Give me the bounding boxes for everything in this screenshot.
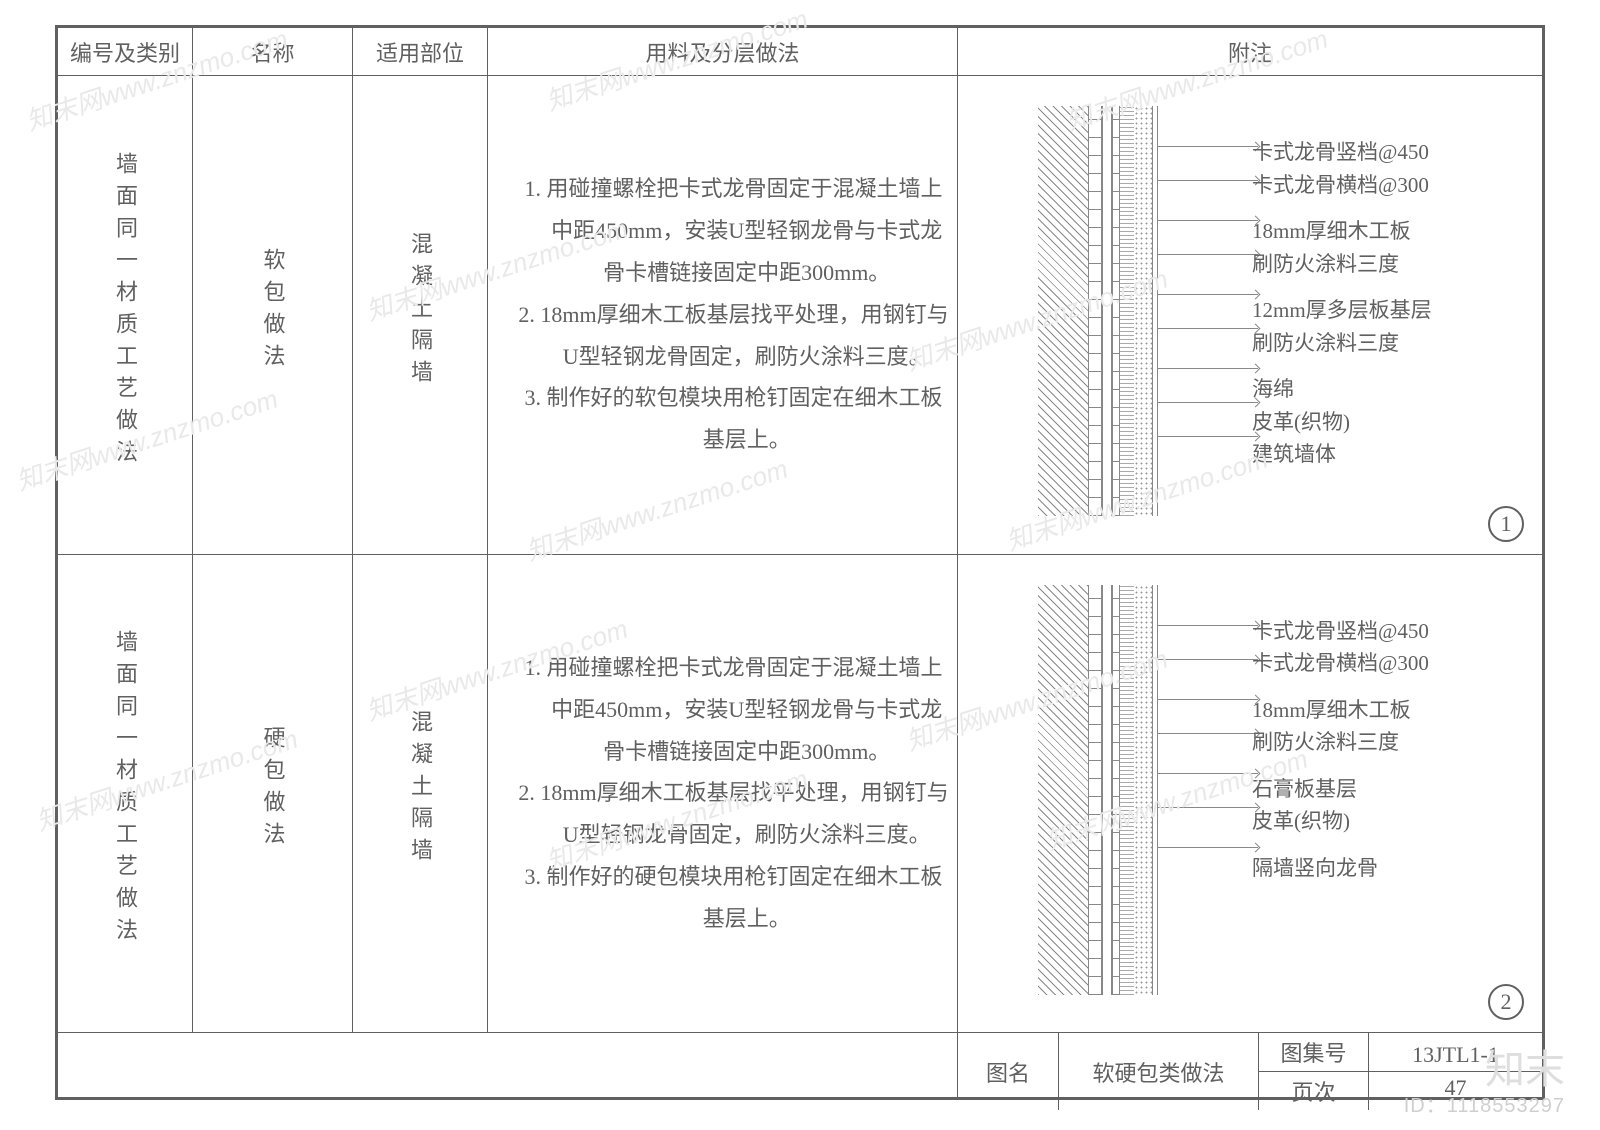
titlebar-meta-labels: 图集号 页次 xyxy=(1258,1033,1368,1110)
diagram-label: 刷防火涂料三度 xyxy=(1252,327,1512,360)
table-row: 墙面同一材质工艺做法软包做法混凝土隔墙1. 用碰撞螺栓把卡式龙骨固定于混凝土墙上… xyxy=(58,76,1543,555)
header-row: 编号及类别 名称 适用部位 用料及分层做法 附注 xyxy=(58,28,1543,76)
detail-number: 1 xyxy=(1488,506,1524,542)
cell-method: 1. 用碰撞螺栓把卡式龙骨固定于混凝土墙上中距450mm，安装U型轻钢龙骨与卡式… xyxy=(488,76,958,555)
diagram-labels: 卡式龙骨竖档@450卡式龙骨横档@300 18mm厚细木工板刷防火涂料三度石膏板基… xyxy=(1252,615,1512,885)
cell-category: 墙面同一材质工艺做法 xyxy=(58,76,193,555)
col-name: 名称 xyxy=(193,28,353,76)
cell-diagram: 卡式龙骨竖档@450卡式龙骨横档@30018mm厚细木工板刷防火涂料三度12mm… xyxy=(958,76,1543,555)
diagram-label: 隔墙竖向龙骨 xyxy=(1252,852,1512,885)
spec-table: 编号及类别 名称 适用部位 用料及分层做法 附注 墙面同一材质工艺做法软包做法混… xyxy=(57,27,1543,1098)
detail-number: 2 xyxy=(1488,984,1524,1020)
diagram-label: 石膏板基层 xyxy=(1252,773,1512,806)
cell-category: 墙面同一材质工艺做法 xyxy=(58,554,193,1033)
cell-part: 混凝土隔墙 xyxy=(353,76,488,555)
diagram-labels: 卡式龙骨竖档@450卡式龙骨横档@30018mm厚细木工板刷防火涂料三度12mm… xyxy=(1252,136,1512,471)
drawing-sheet: 编号及类别 名称 适用部位 用料及分层做法 附注 墙面同一材质工艺做法软包做法混… xyxy=(55,25,1545,1100)
titlebar-title: 软硬包类做法 xyxy=(1058,1033,1258,1110)
col-id: 编号及类别 xyxy=(58,28,193,76)
diagram-label: 海绵 xyxy=(1252,373,1512,406)
diagram-label: 建筑墙体 xyxy=(1252,438,1512,471)
diagram-label: 皮革(织物) xyxy=(1252,805,1512,838)
diagram-label: 皮革(织物) xyxy=(1252,406,1512,439)
diagram-label: 卡式龙骨竖档@450 xyxy=(1252,136,1512,169)
cell-diagram: 卡式龙骨竖档@450卡式龙骨横档@300 18mm厚细木工板刷防火涂料三度石膏板基… xyxy=(958,554,1543,1033)
table-row: 墙面同一材质工艺做法硬包做法混凝土隔墙1. 用碰撞螺栓把卡式龙骨固定于混凝土墙上… xyxy=(58,554,1543,1033)
diagram-label: 刷防火涂料三度 xyxy=(1252,726,1512,759)
diagram-label: 卡式龙骨竖档@450 xyxy=(1252,615,1512,648)
cell-part: 混凝土隔墙 xyxy=(353,554,488,1033)
wall-section-diagram xyxy=(1038,106,1218,516)
col-part: 适用部位 xyxy=(353,28,488,76)
col-method: 用料及分层做法 xyxy=(488,28,958,76)
watermark-logo: 知末 xyxy=(1485,1037,1565,1095)
cell-method: 1. 用碰撞螺栓把卡式龙骨固定于混凝土墙上中距450mm，安装U型轻钢龙骨与卡式… xyxy=(488,554,958,1033)
diagram-label: 18mm厚细木工板 xyxy=(1252,694,1512,727)
titlebar-label: 图名 xyxy=(958,1033,1058,1110)
col-note: 附注 xyxy=(958,28,1543,76)
diagram-label: 卡式龙骨横档@300 xyxy=(1252,647,1512,680)
watermark-id: ID：1118553297 xyxy=(1404,1089,1565,1118)
wall-section-diagram xyxy=(1038,585,1218,995)
diagram-label: 卡式龙骨横档@300 xyxy=(1252,169,1512,202)
title-bar: 图名 软硬包类做法 图集号 页次 13JTL1-1 47 xyxy=(58,1033,1543,1098)
diagram-label: 12mm厚多层板基层 xyxy=(1252,294,1512,327)
diagram-label: 18mm厚细木工板 xyxy=(1252,215,1512,248)
cell-name: 软包做法 xyxy=(193,76,353,555)
cell-name: 硬包做法 xyxy=(193,554,353,1033)
diagram-label: 刷防火涂料三度 xyxy=(1252,248,1512,281)
